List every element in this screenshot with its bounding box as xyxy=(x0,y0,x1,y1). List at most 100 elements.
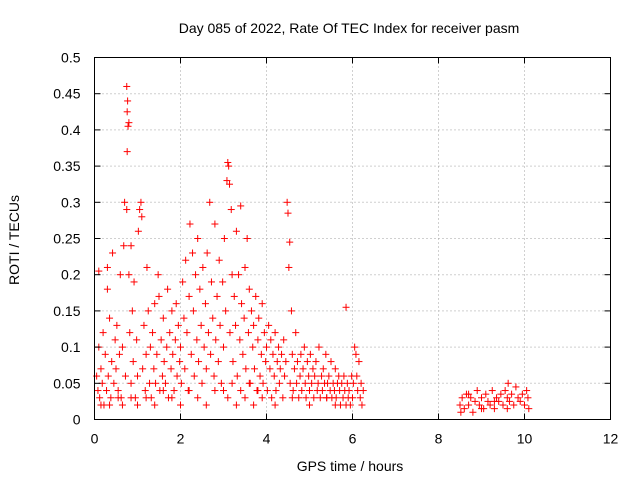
data-point xyxy=(134,372,141,380)
data-point xyxy=(282,358,290,366)
y-tick-label: 0.25 xyxy=(53,231,80,247)
data-point xyxy=(484,397,492,405)
data-point xyxy=(137,198,145,206)
data-point xyxy=(289,387,297,395)
data-point xyxy=(199,263,207,271)
data-point xyxy=(319,365,327,373)
data-point xyxy=(471,397,479,405)
data-point xyxy=(345,387,353,395)
data-point xyxy=(177,343,184,351)
data-point xyxy=(114,387,122,395)
data-point xyxy=(233,372,241,380)
data-point xyxy=(107,394,115,402)
data-point xyxy=(271,401,279,409)
data-point xyxy=(151,300,159,308)
data-point xyxy=(229,358,237,366)
data-point xyxy=(478,405,485,413)
data-point xyxy=(203,249,211,257)
data-point xyxy=(327,358,335,366)
data-point xyxy=(271,329,279,337)
data-point xyxy=(308,379,316,387)
data-point xyxy=(104,372,112,380)
data-point xyxy=(158,372,166,380)
data-point xyxy=(154,271,162,279)
y-tick-label: 0 xyxy=(73,412,81,428)
data-point xyxy=(250,401,258,409)
x-tick-label: 2 xyxy=(177,431,185,447)
data-point xyxy=(250,321,258,329)
data-point xyxy=(355,358,363,366)
data-point xyxy=(159,387,167,395)
data-point xyxy=(352,350,360,358)
data-point xyxy=(239,350,247,358)
data-point xyxy=(270,372,278,380)
data-point xyxy=(353,372,361,380)
data-point xyxy=(469,408,477,416)
data-point xyxy=(238,300,246,308)
data-point xyxy=(182,256,190,264)
data-point xyxy=(220,387,227,395)
data-point xyxy=(357,379,365,387)
data-point xyxy=(164,285,172,293)
data-point xyxy=(331,365,339,373)
data-point xyxy=(456,401,464,409)
data-point xyxy=(241,263,249,271)
data-point xyxy=(297,350,305,358)
data-point xyxy=(262,358,270,366)
data-point xyxy=(174,321,182,329)
data-point xyxy=(133,336,141,344)
data-point xyxy=(232,227,240,235)
data-point xyxy=(312,358,320,366)
data-point xyxy=(311,372,319,380)
data-point xyxy=(197,321,205,329)
data-point xyxy=(161,379,169,387)
data-point xyxy=(101,350,109,358)
data-point xyxy=(283,198,291,206)
data-point xyxy=(103,285,111,293)
data-point xyxy=(303,358,311,366)
data-point xyxy=(180,314,188,322)
data-point xyxy=(169,350,177,358)
data-point xyxy=(524,394,532,402)
data-point xyxy=(202,401,210,409)
data-point xyxy=(508,390,516,398)
data-point xyxy=(97,365,105,373)
data-point xyxy=(257,350,265,358)
data-point xyxy=(189,249,197,257)
data-point xyxy=(106,314,114,322)
data-point xyxy=(285,263,293,271)
data-point xyxy=(124,122,132,130)
data-point xyxy=(108,358,116,366)
data-point xyxy=(222,307,230,315)
data-point xyxy=(457,408,465,416)
data-point xyxy=(356,394,364,402)
data-point xyxy=(490,405,498,413)
data-point xyxy=(97,401,105,409)
data-point xyxy=(281,372,289,380)
data-point xyxy=(146,379,154,387)
data-point xyxy=(241,394,249,402)
data-point xyxy=(286,379,294,387)
data-point xyxy=(290,365,298,373)
data-point xyxy=(103,387,111,395)
points-layer xyxy=(93,82,533,416)
data-point xyxy=(244,329,252,337)
data-point xyxy=(263,343,270,351)
data-point xyxy=(123,148,131,156)
data-point xyxy=(177,401,184,409)
y-tick-label: 0.4 xyxy=(61,122,81,138)
data-point xyxy=(475,401,483,409)
data-point xyxy=(267,336,275,344)
data-point xyxy=(146,343,154,351)
data-point xyxy=(198,379,206,387)
data-point xyxy=(287,307,295,315)
data-point xyxy=(172,300,180,308)
data-point xyxy=(110,379,118,387)
data-point xyxy=(254,336,262,344)
data-point xyxy=(306,387,313,395)
data-point xyxy=(225,162,233,170)
data-point xyxy=(265,321,273,329)
data-point xyxy=(316,394,324,402)
data-point xyxy=(139,365,147,373)
data-point xyxy=(227,206,235,214)
